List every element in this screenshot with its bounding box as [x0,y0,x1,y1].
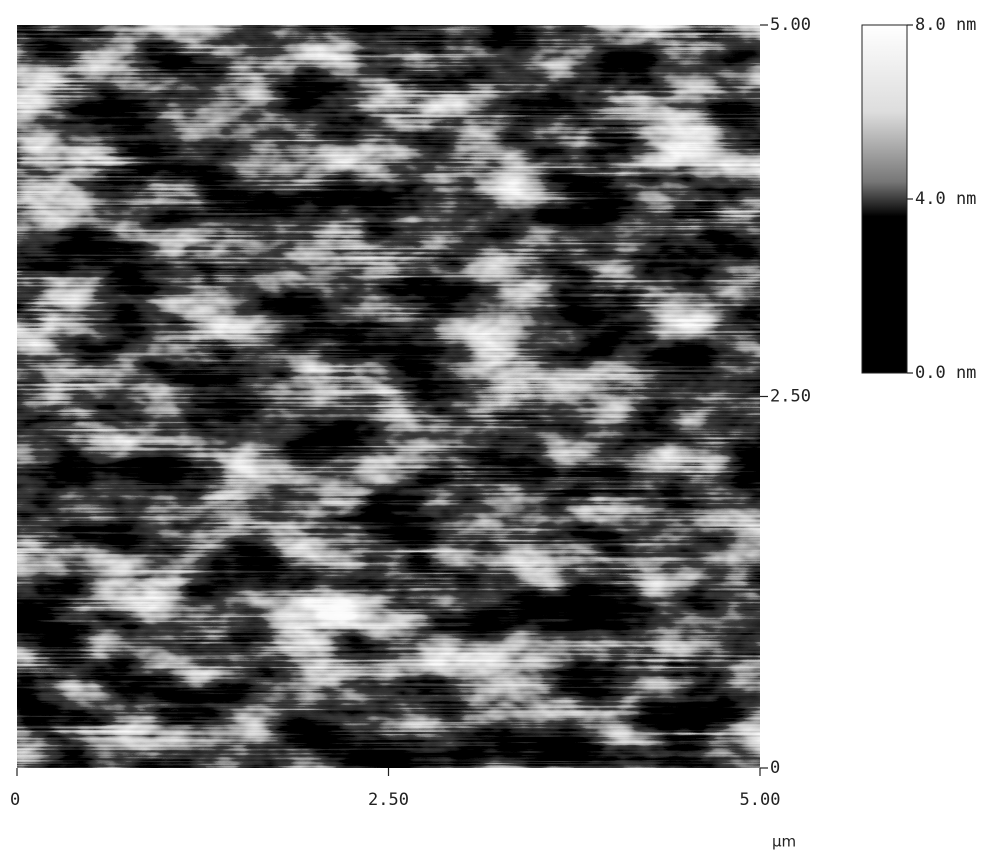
y-tick-label: 0 [770,758,780,778]
x-tick-label: 5.00 [740,790,781,810]
colorbar-tick-label: 8.0 nm [915,15,976,35]
x-axis-unit: µm [772,833,796,851]
y-tick-label: 5.00 [770,15,811,35]
x-tick-label: 0 [10,790,20,810]
afm-image [17,25,760,768]
colorbar [861,24,908,374]
colorbar-tick-label: 4.0 nm [915,189,976,209]
colorbar-tick-label: 0.0 nm [915,363,976,383]
x-tick-label: 2.50 [368,790,409,810]
y-tick-label: 2.50 [770,387,811,407]
